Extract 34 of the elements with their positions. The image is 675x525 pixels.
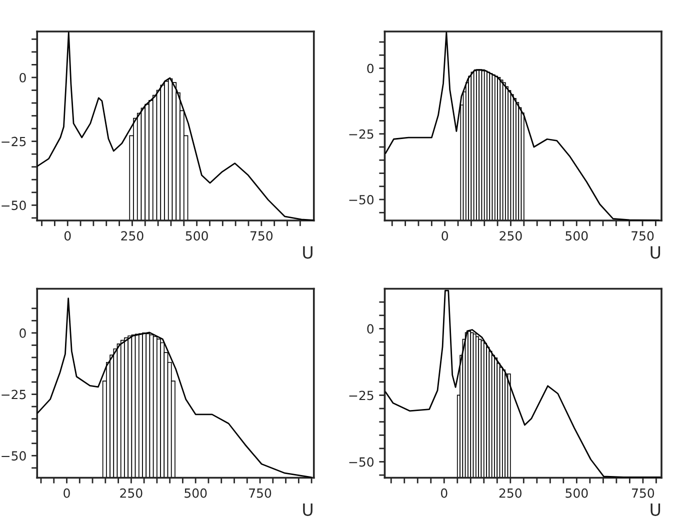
x-axis-title: U	[303, 504, 312, 516]
x-tick-label: 750	[632, 231, 654, 241]
x-tick-label: 750	[250, 231, 273, 241]
y-tick-label: −50	[349, 457, 374, 467]
y-tick-label: 0	[20, 72, 26, 82]
x-tick-label: 250	[500, 231, 522, 241]
x-tick-label: 250	[121, 231, 144, 241]
line-series	[37, 298, 312, 478]
x-tick-label: 0	[440, 488, 448, 498]
y-tick-label: 0	[20, 328, 26, 338]
x-tick-label: 0	[64, 231, 71, 241]
y-tick-label: −25	[2, 390, 26, 400]
x-tick-label: 750	[632, 488, 654, 498]
y-tick-label: −50	[2, 200, 26, 210]
y-tick-label: 0	[367, 64, 374, 74]
x-tick-label: 500	[184, 488, 207, 498]
y-tick-label: −25	[2, 136, 26, 146]
x-tick-label: 500	[186, 231, 208, 241]
x-tick-label: 500	[566, 488, 588, 498]
y-tick-label: −25	[349, 390, 374, 400]
x-axis-title: U	[303, 246, 312, 259]
y-tick-label: −50	[2, 451, 26, 461]
y-tick-label: 0	[367, 324, 374, 334]
y-tick-label: −50	[349, 194, 374, 204]
x-tick-label: 500	[566, 231, 588, 241]
x-tick-label: 750	[249, 488, 272, 498]
x-tick-label: 250	[499, 488, 522, 498]
x-tick-label: 250	[120, 488, 142, 498]
y-tick-label: −25	[349, 129, 374, 139]
x-axis-title: U	[650, 504, 660, 516]
x-tick-label: 0	[64, 488, 70, 498]
line-series	[384, 32, 660, 220]
x-tick-label: 0	[442, 231, 448, 241]
x-axis-title: U	[650, 246, 660, 259]
